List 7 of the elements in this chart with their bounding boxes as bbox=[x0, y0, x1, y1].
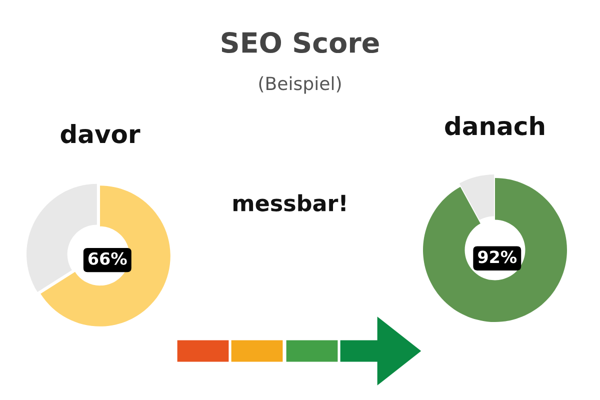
data-label: 92% bbox=[478, 250, 517, 264]
chart-title: davor bbox=[60, 124, 140, 144]
text: messbar! bbox=[234, 194, 346, 212]
data-label: 66% bbox=[88, 252, 127, 265]
text: (Beispiel) bbox=[259, 76, 341, 94]
chart-title: danach bbox=[445, 116, 544, 136]
text: SEO Score bbox=[222, 32, 379, 54]
